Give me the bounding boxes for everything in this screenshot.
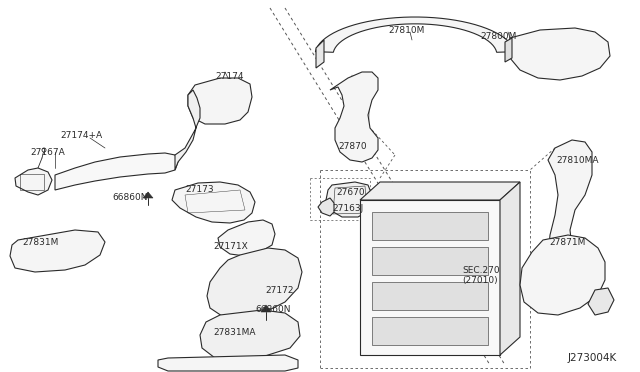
Text: 27670: 27670 (336, 188, 365, 197)
Polygon shape (316, 17, 515, 52)
Text: 27167A: 27167A (30, 148, 65, 157)
Polygon shape (261, 305, 271, 312)
Polygon shape (207, 248, 302, 318)
Text: 27172: 27172 (265, 286, 294, 295)
Text: 27174+A: 27174+A (60, 131, 102, 140)
Polygon shape (500, 182, 520, 355)
Text: 27174: 27174 (215, 72, 243, 81)
Text: 27831MA: 27831MA (213, 328, 255, 337)
Polygon shape (175, 90, 200, 170)
Polygon shape (372, 282, 488, 310)
Text: 27810MA: 27810MA (556, 156, 598, 165)
Circle shape (42, 148, 46, 152)
Text: 27800M: 27800M (480, 32, 516, 41)
Text: 27163J: 27163J (332, 204, 364, 213)
Text: 27810M: 27810M (388, 26, 424, 35)
Polygon shape (372, 212, 488, 240)
Polygon shape (588, 288, 614, 315)
Polygon shape (326, 182, 372, 217)
Text: 27870: 27870 (338, 142, 367, 151)
Polygon shape (505, 38, 512, 62)
Text: 66860N: 66860N (112, 193, 147, 202)
Polygon shape (372, 317, 488, 345)
Polygon shape (188, 78, 252, 124)
Text: 66860N: 66860N (255, 305, 291, 314)
Text: SEC.270: SEC.270 (462, 266, 500, 275)
Polygon shape (218, 220, 275, 256)
Polygon shape (172, 182, 255, 223)
Text: 27173: 27173 (185, 185, 214, 194)
Polygon shape (316, 40, 324, 68)
Polygon shape (10, 230, 105, 272)
Polygon shape (552, 278, 578, 300)
Polygon shape (55, 153, 178, 190)
Polygon shape (508, 42, 522, 58)
Polygon shape (372, 247, 488, 275)
Polygon shape (510, 28, 610, 80)
Polygon shape (330, 72, 378, 162)
Polygon shape (143, 192, 153, 198)
Polygon shape (200, 310, 300, 360)
Polygon shape (520, 235, 605, 315)
Polygon shape (158, 355, 298, 371)
Polygon shape (548, 140, 592, 282)
Text: 27831M: 27831M (22, 238, 58, 247)
Text: 27871M: 27871M (549, 238, 586, 247)
Text: 27171X: 27171X (213, 242, 248, 251)
Polygon shape (318, 198, 334, 216)
Polygon shape (15, 168, 52, 195)
Text: (27010): (27010) (462, 276, 498, 285)
Polygon shape (360, 200, 500, 355)
Polygon shape (360, 182, 520, 200)
Text: J273004K: J273004K (568, 353, 617, 363)
